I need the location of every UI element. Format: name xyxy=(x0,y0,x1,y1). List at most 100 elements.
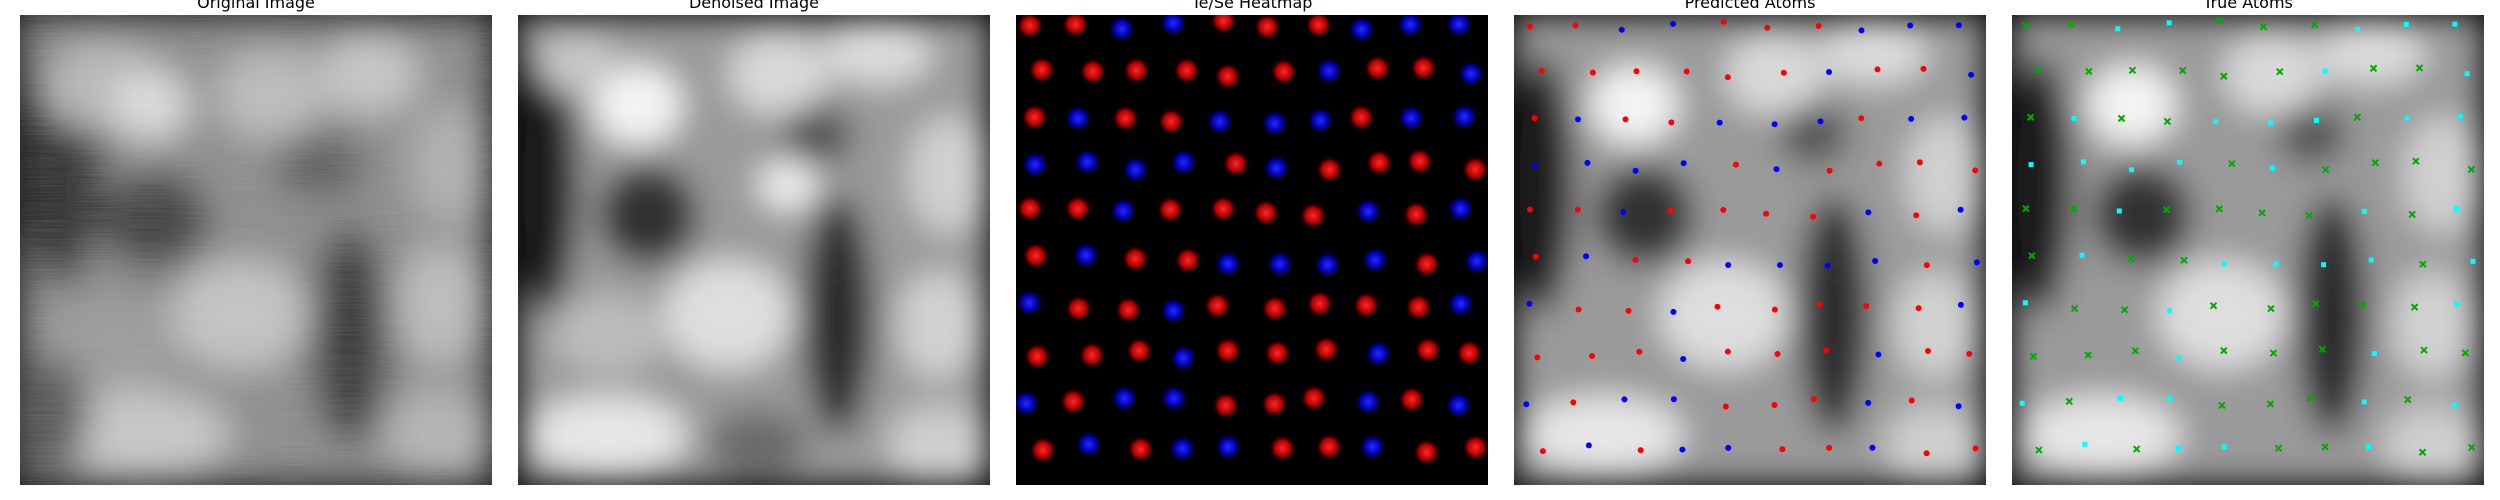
te-heatmap-peak xyxy=(1156,195,1185,224)
te-se-heatmap xyxy=(1016,15,1488,485)
te-heatmap-peak xyxy=(1412,438,1441,467)
true-atom-x xyxy=(2318,345,2327,353)
true-atom-x xyxy=(2162,205,2171,214)
true-atom-square xyxy=(2270,165,2276,171)
true-atom-square xyxy=(2115,26,2121,32)
predicted-se-atom xyxy=(1973,259,1980,266)
true-atom-x xyxy=(2084,351,2092,359)
true-atom-x xyxy=(2369,64,2378,73)
se-heatmap-peak xyxy=(1462,247,1488,276)
predicted-te-atom xyxy=(1722,403,1729,410)
se-heatmap-peak xyxy=(1074,430,1103,459)
predicted-se-atom xyxy=(1670,396,1677,403)
predicted-te-atom xyxy=(1633,68,1640,75)
predicted-te-atom xyxy=(1966,350,1973,357)
true-atom-x xyxy=(2220,72,2228,80)
true-atom-x xyxy=(2035,446,2043,454)
true-atom-square xyxy=(2457,114,2463,120)
te-heatmap-peak xyxy=(1461,433,1488,462)
true-atom-square xyxy=(2166,20,2172,26)
se-heatmap-peak xyxy=(1072,241,1101,270)
te-heatmap-peak xyxy=(1114,295,1143,324)
true-atom-x xyxy=(2269,349,2278,357)
true-atom-x xyxy=(2070,204,2078,213)
te-heatmap-peak xyxy=(1312,335,1341,364)
predicted-se-atom xyxy=(1957,206,1964,213)
te-heatmap-peak xyxy=(1253,15,1282,41)
predicted-se-atom xyxy=(1957,301,1964,308)
true-atom-x xyxy=(2420,346,2428,354)
predicted-te-atom xyxy=(1589,352,1596,359)
true-atom-square xyxy=(2404,115,2410,121)
true-atom-square xyxy=(2177,159,2183,165)
true-atom-x xyxy=(2418,448,2427,456)
true-atom-x xyxy=(2120,306,2129,314)
true-atom-square xyxy=(2071,115,2077,121)
te-heatmap-peak xyxy=(1111,104,1140,133)
te-heatmap-peak xyxy=(1027,55,1056,84)
predicted-se-atom xyxy=(1773,166,1780,173)
predicted-se-atom xyxy=(1716,119,1723,126)
se-heatmap-peak xyxy=(1063,104,1092,133)
predicted-te-atom xyxy=(1534,354,1541,361)
predicted-te-atom xyxy=(1637,447,1644,454)
predicted-se-atom xyxy=(1618,26,1625,33)
te-heatmap-peak xyxy=(1061,15,1090,39)
predicted-te-atom xyxy=(1816,301,1823,308)
predicted-te-atom xyxy=(1720,18,1727,25)
panel-title-denoised: Denoised Image xyxy=(688,0,820,12)
se-heatmap-peak xyxy=(1457,59,1486,88)
true-atom-square xyxy=(2167,395,2173,401)
te-heatmap-peak xyxy=(1122,56,1151,85)
true-atom-square xyxy=(2273,261,2279,267)
true-atom-x xyxy=(2276,67,2284,76)
se-heatmap-peak xyxy=(1444,391,1473,420)
true-atom-x xyxy=(2306,394,2314,402)
te-heatmap-peak xyxy=(1059,387,1088,416)
se-heatmap-peak xyxy=(1262,154,1291,183)
te-heatmap-peak xyxy=(1174,246,1203,275)
predicted-se-atom xyxy=(1620,208,1627,215)
te-heatmap-peak xyxy=(1121,244,1150,273)
te-heatmap-peak xyxy=(1028,436,1057,465)
predicted-te-atom xyxy=(1575,306,1582,313)
true-atom-x xyxy=(2259,23,2268,31)
predicted-atoms-image xyxy=(1514,15,1986,485)
te-heatmap-peak xyxy=(1260,294,1289,323)
se-heatmap-peak xyxy=(1110,384,1139,413)
te-heatmap-peak xyxy=(1064,294,1093,323)
predicted-te-atom xyxy=(1779,446,1786,453)
te-heatmap-peak xyxy=(1315,432,1344,461)
true-atom-square xyxy=(2221,261,2227,267)
predicted-se-atom xyxy=(1875,351,1882,358)
true-atom-x xyxy=(2467,165,2476,174)
true-atom-square xyxy=(2176,355,2182,361)
se-heatmap-peak xyxy=(1364,339,1393,368)
te-heatmap-peak xyxy=(1211,391,1240,420)
predicted-se-atom xyxy=(1865,399,1872,406)
predicted-se-atom xyxy=(1585,442,1592,449)
true-atom-square xyxy=(2355,26,2361,32)
true-atom-square xyxy=(2371,351,2377,357)
true-atom-square xyxy=(2313,117,2319,123)
true-atom-square xyxy=(2361,208,2367,214)
predicted-te-atom xyxy=(1570,399,1577,406)
true-atom-square xyxy=(2022,300,2028,306)
te-heatmap-peak xyxy=(1016,15,1044,40)
true-atom-square xyxy=(2175,446,2181,452)
te-heatmap-peak xyxy=(1304,15,1333,39)
predicted-te-atom xyxy=(1823,347,1830,354)
true-atom-x xyxy=(2209,301,2218,310)
se-heatmap-peak xyxy=(1446,289,1475,318)
original-image xyxy=(20,15,492,485)
predicted-te-atom xyxy=(1636,348,1643,355)
predicted-te-atom xyxy=(1683,68,1690,75)
se-heatmap-peak xyxy=(1306,106,1335,135)
true-atom-x xyxy=(2215,205,2223,213)
se-heatmap-peak xyxy=(1159,384,1188,413)
te-heatmap-peak xyxy=(1221,149,1250,178)
predicted-te-atom xyxy=(1908,397,1915,404)
true-atom-square xyxy=(2403,21,2409,27)
original-image-panel xyxy=(20,15,492,485)
predicted-se-atom xyxy=(1907,22,1914,29)
